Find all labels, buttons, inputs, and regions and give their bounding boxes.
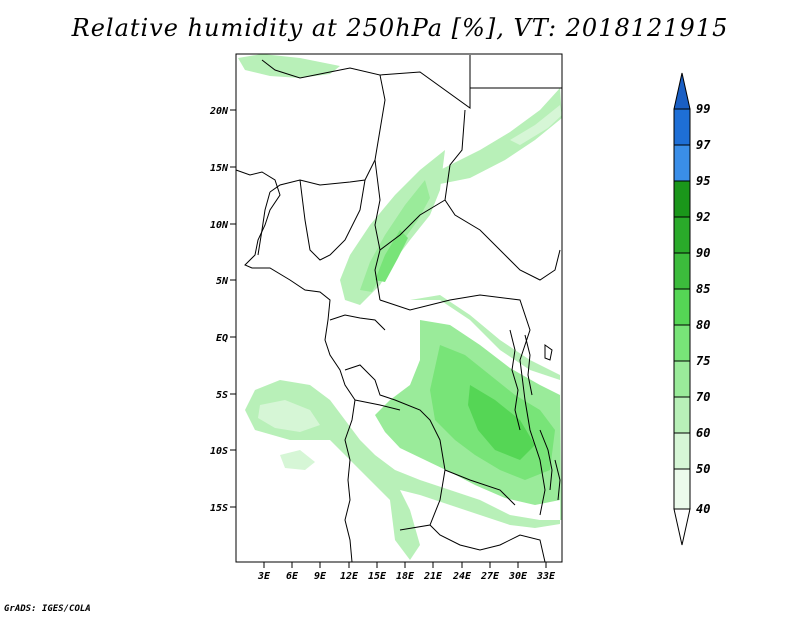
colorbar-segment-40-50 bbox=[673, 468, 691, 510]
colorbar-segment-70-75 bbox=[673, 360, 691, 398]
credit-text: GrADS: IGES/COLA bbox=[4, 604, 91, 614]
colorbar-segment-90-92 bbox=[673, 216, 691, 254]
country-borders bbox=[235, 55, 562, 563]
colorbar-label: 99 bbox=[696, 102, 710, 116]
lon-tick-label: 18E bbox=[396, 571, 415, 582]
colorbar-segment-95-97 bbox=[673, 144, 691, 182]
colorbar-label: 70 bbox=[696, 390, 710, 404]
lon-tick-label: 30E bbox=[508, 571, 528, 582]
humidity-fields bbox=[238, 54, 562, 560]
lat-axis: 20N 15N 10N 5N EQ 5S 10S 15S bbox=[209, 106, 236, 514]
lon-tick-label: 12E bbox=[340, 571, 359, 582]
colorbar-segment-85-90 bbox=[673, 252, 691, 290]
lat-tick-label: EQ bbox=[216, 333, 228, 344]
colorbar-label: 92 bbox=[696, 210, 710, 224]
humidity-patch-north bbox=[238, 54, 340, 78]
colorbar-label: 95 bbox=[696, 174, 710, 188]
colorbar bbox=[673, 72, 691, 546]
lon-tick-label: 27E bbox=[480, 571, 500, 582]
lon-tick-label: 21E bbox=[423, 571, 443, 582]
lon-tick-label: 33E bbox=[536, 571, 556, 582]
humidity-patch-northeast bbox=[430, 88, 562, 185]
colorbar-label: 85 bbox=[696, 282, 710, 296]
lon-tick-label: 6E bbox=[286, 571, 299, 582]
lat-tick-label: 15N bbox=[210, 163, 229, 174]
lon-tick-label: 24E bbox=[452, 571, 472, 582]
colorbar-segment-75-80 bbox=[673, 324, 691, 362]
lat-tick-label: 15S bbox=[210, 503, 228, 514]
colorbar-labels: 99 97 95 92 90 85 80 75 70 60 50 40 bbox=[696, 102, 711, 516]
colorbar-segment-97-99 bbox=[673, 108, 691, 146]
map-frame bbox=[235, 53, 563, 563]
colorbar-segment-50-60 bbox=[673, 432, 691, 470]
colorbar-bottom-arrow bbox=[673, 508, 691, 546]
coastline-west bbox=[235, 169, 356, 563]
lat-tick-label: 5S bbox=[216, 390, 228, 401]
lon-axis: 3E 6E 9E 12E 15E 18E 21E 24E 27E 30E 33E bbox=[257, 562, 556, 582]
colorbar-label: 50 bbox=[696, 462, 710, 476]
lon-tick-label: 15E bbox=[368, 571, 387, 582]
colorbar-segment-80-85 bbox=[673, 288, 691, 326]
colorbar-label: 97 bbox=[696, 138, 711, 152]
lon-tick-label: 9E bbox=[314, 571, 327, 582]
colorbar-segment-92-95 bbox=[673, 180, 691, 218]
lat-tick-label: 10N bbox=[210, 220, 229, 231]
lat-tick-label: 10S bbox=[210, 446, 228, 457]
lon-tick-label: 3E bbox=[257, 571, 271, 582]
colorbar-label: 80 bbox=[696, 318, 710, 332]
colorbar-top-arrow bbox=[673, 72, 691, 110]
colorbar-label: 60 bbox=[696, 426, 710, 440]
lat-tick-label: 5N bbox=[216, 276, 229, 287]
lat-tick-label: 20N bbox=[209, 106, 229, 117]
map-title: Relative humidity at 250hPa [%], VT: 201… bbox=[71, 14, 729, 42]
colorbar-segment-60-70 bbox=[673, 396, 691, 434]
colorbar-label: 75 bbox=[696, 354, 710, 368]
colorbar-label: 40 bbox=[696, 502, 710, 516]
colorbar-label: 90 bbox=[696, 246, 710, 260]
